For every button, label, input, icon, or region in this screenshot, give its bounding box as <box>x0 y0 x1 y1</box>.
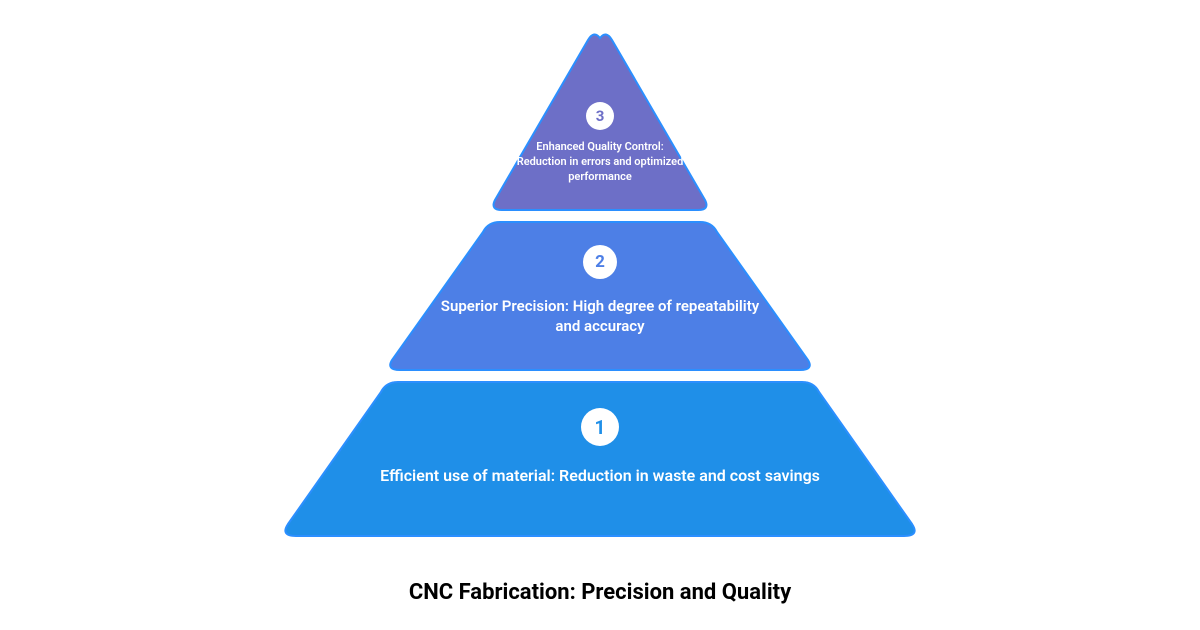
tier-label-3: Enhanced Quality Control: Reduction in e… <box>510 140 690 185</box>
tier-badge-2: 2 <box>583 245 617 279</box>
tier-badge-3: 3 <box>586 102 614 130</box>
pyramid-tier-bottom <box>285 382 914 536</box>
tier-label-1: Efficient use of material: Reduction in … <box>370 465 830 487</box>
tier-number-1: 1 <box>595 416 606 439</box>
tier-number-2: 2 <box>595 252 605 272</box>
tier-badge-1: 1 <box>581 408 619 446</box>
infographic-title: CNC Fabrication: Precision and Quality <box>409 580 791 605</box>
tier-number-3: 3 <box>596 107 605 125</box>
tier-label-2: Superior Precision: High degree of repea… <box>430 296 770 337</box>
pyramid-diagram: 3 Enhanced Quality Control: Reduction in… <box>200 30 1000 540</box>
